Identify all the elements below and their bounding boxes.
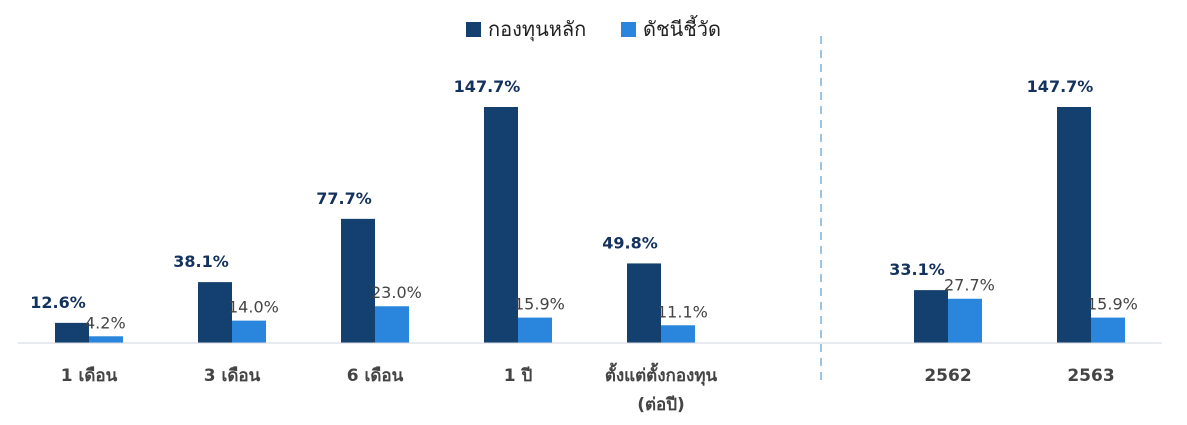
category-labels: 1 เดือน 3 เดือน 6 เดือน 1 ปี ตั้งแต่ตั้งกองท… (61, 362, 1115, 415)
value-label-s1-c3: 15.9% (514, 295, 565, 314)
value-label-s1-c1: 14.0% (228, 298, 279, 317)
legend-swatch-1 (621, 22, 636, 37)
value-label-s1-c6: 15.9% (1087, 295, 1138, 314)
bar-s0-c3 (484, 107, 518, 343)
bar-s0-c5 (914, 290, 948, 343)
bar-s1-c1 (232, 320, 266, 343)
value-label-s0-c2: 77.7% (316, 189, 372, 208)
value-label-s1-c2: 23.0% (371, 283, 422, 302)
legend-label-1: ดัชนีชี้วัด (643, 15, 721, 41)
value-label-s0-c6: 147.7% (1027, 77, 1094, 96)
bar-s0-c1 (198, 282, 232, 343)
legend-swatch-0 (466, 22, 481, 37)
value-label-s1-c5: 27.7% (944, 276, 995, 295)
category-label-4-1: (ต่อปี) (637, 394, 685, 415)
bar-s1-c3 (518, 317, 552, 343)
bar-s1-c4 (661, 325, 695, 343)
category-label-6-0: 2563 (1067, 366, 1114, 386)
legend-label-0: กองทุนหลัก (488, 17, 586, 42)
bar-s1-c0 (89, 336, 123, 343)
value-label-s0-c5: 33.1% (889, 260, 945, 279)
bar-s1-c2 (375, 306, 409, 343)
bar-s0-c2 (341, 218, 375, 343)
data-labels: 12.6% 38.1% 77.7% 147.7% 49.8% 33.1% 147.7% 4.2… (30, 77, 1138, 332)
value-label-s0-c4: 49.8% (602, 233, 658, 252)
category-label-0-0: 1 เดือน (61, 365, 118, 386)
value-label-s0-c1: 38.1% (173, 252, 229, 271)
bar-s1-c6 (1091, 317, 1125, 343)
category-label-3-0: 1 ปี (504, 365, 533, 386)
value-label-s0-c3: 147.7% (454, 77, 521, 96)
category-label-1-0: 3 เดือน (204, 365, 261, 386)
bar-s0-c4 (627, 263, 661, 343)
bar-s0-c0 (55, 322, 89, 343)
bar-s0-c6 (1057, 107, 1091, 343)
category-label-4-0: ตั้งแต่ตั้งกองทุน (605, 362, 718, 386)
value-label-s0-c0: 12.6% (30, 293, 86, 312)
value-label-s1-c4: 11.1% (657, 302, 708, 321)
value-label-s1-c0: 4.2% (85, 313, 126, 332)
legend: กองทุนหลัก ดัชนีชี้วัด (466, 15, 721, 42)
bars (55, 107, 1125, 343)
category-label-5-0: 2562 (924, 366, 971, 386)
bar-s1-c5 (948, 298, 982, 343)
category-label-2-0: 6 เดือน (347, 365, 404, 386)
